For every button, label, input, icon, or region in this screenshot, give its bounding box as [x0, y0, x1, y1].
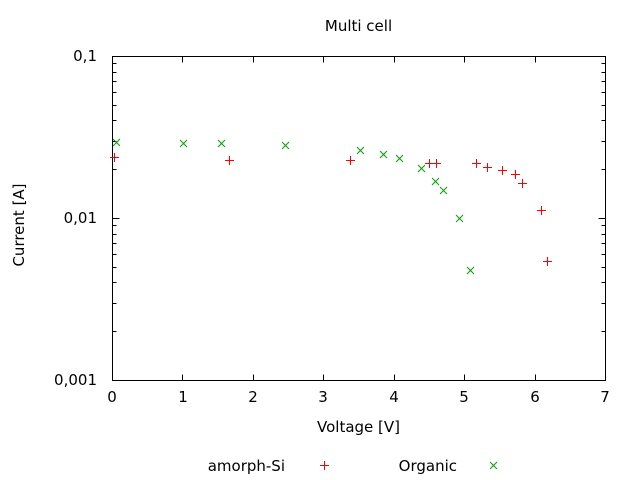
data-point-marker — [431, 177, 440, 186]
y-tick-label: 0,01 — [63, 209, 97, 227]
x-tick-label: 1 — [178, 388, 188, 406]
x-axis-label: Voltage [V] — [317, 418, 400, 436]
data-point-marker — [179, 139, 188, 148]
plot-border — [112, 56, 606, 381]
data-point-marker — [395, 154, 404, 163]
data-point-marker — [489, 461, 498, 470]
y-axis-label: Current [A] — [10, 183, 28, 267]
x-tick-label: 2 — [248, 388, 258, 406]
data-point-marker — [217, 139, 226, 148]
y-tick-label: 0,1 — [73, 47, 97, 65]
data-point-marker — [112, 138, 121, 147]
x-tick-label: 7 — [600, 388, 610, 406]
x-tick-label: 4 — [389, 388, 399, 406]
chart-title: Multi cell — [324, 17, 393, 35]
x-tick-label: 5 — [459, 388, 469, 406]
data-point-marker — [281, 141, 290, 150]
x-tick-label: 3 — [318, 388, 328, 406]
x-tick-label: 0 — [107, 388, 117, 406]
data-point-marker — [455, 214, 464, 223]
y-tick-label: 0,001 — [54, 371, 97, 389]
data-point-marker — [439, 186, 448, 195]
data-point-marker — [466, 266, 475, 275]
x-tick-label: 6 — [530, 388, 540, 406]
legend-label-amorph-si: amorph-Si — [207, 457, 285, 475]
data-point-marker — [379, 150, 388, 159]
legend-label-organic: Organic — [398, 457, 457, 475]
data-point-marker — [417, 164, 426, 173]
data-point-marker — [356, 146, 365, 155]
